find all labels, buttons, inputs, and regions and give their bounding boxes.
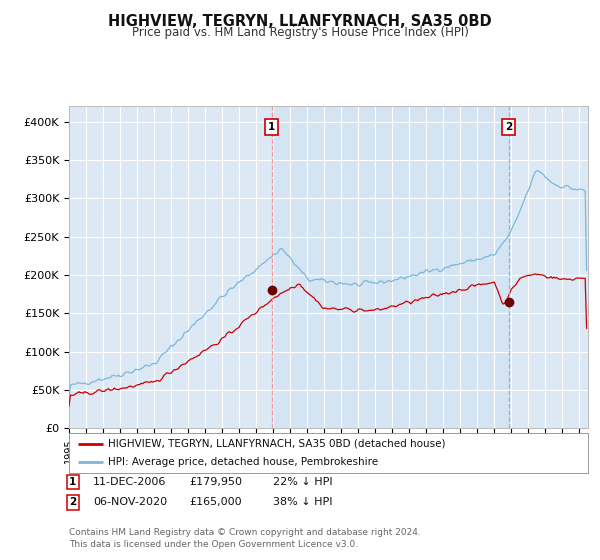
Text: 22% ↓ HPI: 22% ↓ HPI: [273, 477, 332, 487]
Text: 06-NOV-2020: 06-NOV-2020: [93, 497, 167, 507]
Text: HIGHVIEW, TEGRYN, LLANFYRNACH, SA35 0BD: HIGHVIEW, TEGRYN, LLANFYRNACH, SA35 0BD: [108, 14, 492, 29]
Text: Price paid vs. HM Land Registry's House Price Index (HPI): Price paid vs. HM Land Registry's House …: [131, 26, 469, 39]
Text: 1: 1: [268, 122, 275, 132]
Text: 11-DEC-2006: 11-DEC-2006: [93, 477, 166, 487]
Text: 1: 1: [69, 477, 76, 487]
Text: HIGHVIEW, TEGRYN, LLANFYRNACH, SA35 0BD (detached house): HIGHVIEW, TEGRYN, LLANFYRNACH, SA35 0BD …: [108, 439, 445, 449]
Text: Contains HM Land Registry data © Crown copyright and database right 2024.
This d: Contains HM Land Registry data © Crown c…: [69, 528, 421, 549]
Text: £165,000: £165,000: [189, 497, 242, 507]
Bar: [272, 106, 509, 428]
Text: 2: 2: [505, 122, 512, 132]
Text: 38% ↓ HPI: 38% ↓ HPI: [273, 497, 332, 507]
Text: 2: 2: [69, 497, 76, 507]
Text: HPI: Average price, detached house, Pembrokeshire: HPI: Average price, detached house, Pemb…: [108, 458, 378, 467]
Text: £179,950: £179,950: [189, 477, 242, 487]
